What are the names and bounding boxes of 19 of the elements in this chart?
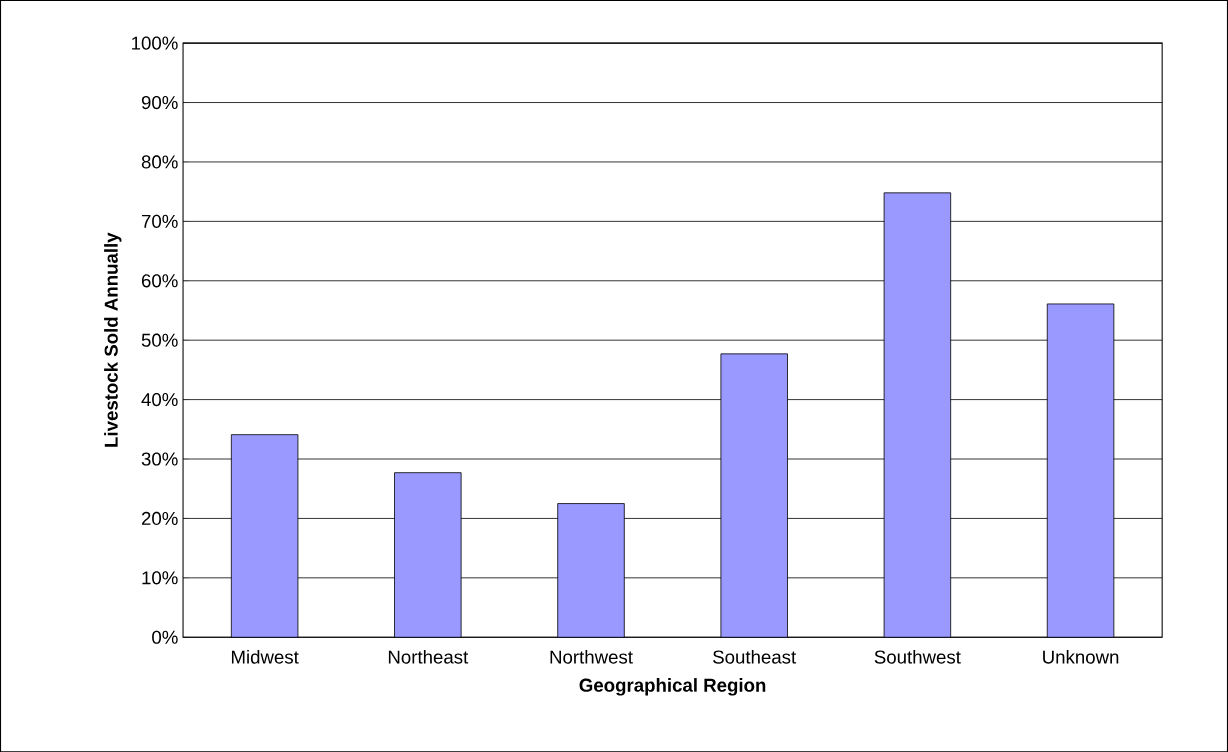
x-tick-label: Southwest xyxy=(874,649,961,664)
y-tick-label: 30% xyxy=(141,452,178,466)
y-tick-label: 50% xyxy=(141,333,178,347)
y-tick-label: 90% xyxy=(141,95,178,109)
y-tick-label: 20% xyxy=(141,511,178,525)
x-tick-label: Unknown xyxy=(1043,649,1119,664)
y-tick-label: 60% xyxy=(141,274,178,288)
y-tick-label: 100% xyxy=(132,36,178,50)
y-tick-label: 80% xyxy=(141,155,178,169)
x-tick-label: Northeast xyxy=(388,649,469,664)
x-tick-label: Northwest xyxy=(550,649,633,664)
y-tick-label: 40% xyxy=(141,392,178,407)
x-tick-label: Southeast xyxy=(713,649,797,664)
x-tick-label: Midwest xyxy=(231,649,299,664)
x-axis-title: Geographical Region xyxy=(579,677,766,696)
y-tick-label: 70% xyxy=(141,214,178,228)
y-axis-title: Livestock Sold Annually xyxy=(104,232,122,447)
y-tick-label: 10% xyxy=(142,571,178,585)
y-tick-label: 0% xyxy=(152,630,178,644)
